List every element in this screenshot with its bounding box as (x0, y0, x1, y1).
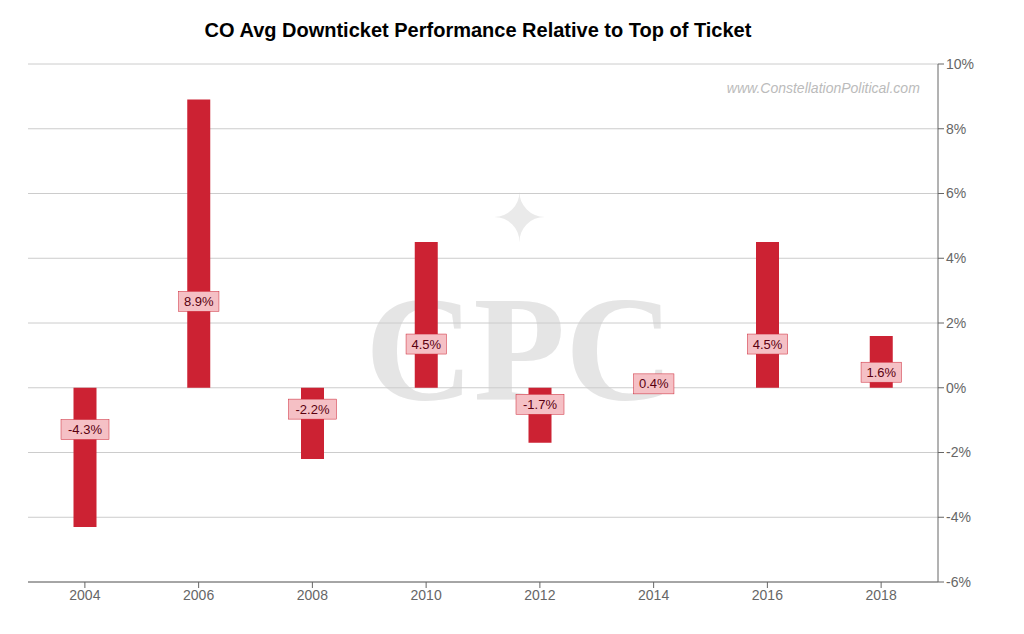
svg-text:2016: 2016 (752, 587, 783, 603)
svg-text:2004: 2004 (69, 587, 100, 603)
svg-text:2014: 2014 (638, 587, 669, 603)
svg-text:2%: 2% (946, 315, 966, 331)
svg-text:4%: 4% (946, 250, 966, 266)
svg-text:2010: 2010 (411, 587, 442, 603)
svg-text:-1.7%: -1.7% (523, 397, 557, 412)
svg-text:-6%: -6% (946, 574, 971, 590)
svg-text:8%: 8% (946, 121, 966, 137)
svg-text:8.9%: 8.9% (184, 294, 214, 309)
svg-text:0%: 0% (946, 380, 966, 396)
svg-text:2018: 2018 (866, 587, 897, 603)
svg-text:2008: 2008 (297, 587, 328, 603)
svg-text:-2.2%: -2.2% (296, 402, 330, 417)
svg-text:4.5%: 4.5% (411, 337, 441, 352)
svg-text:0.4%: 0.4% (639, 376, 669, 391)
svg-text:2012: 2012 (524, 587, 555, 603)
svg-text:4.5%: 4.5% (753, 337, 783, 352)
svg-text:-2%: -2% (946, 444, 971, 460)
svg-text:1.6%: 1.6% (866, 365, 896, 380)
svg-text:2006: 2006 (183, 587, 214, 603)
svg-text:-4%: -4% (946, 509, 971, 525)
svg-text:6%: 6% (946, 185, 966, 201)
svg-text:-4.3%: -4.3% (68, 422, 102, 437)
svg-text:10%: 10% (946, 56, 974, 72)
